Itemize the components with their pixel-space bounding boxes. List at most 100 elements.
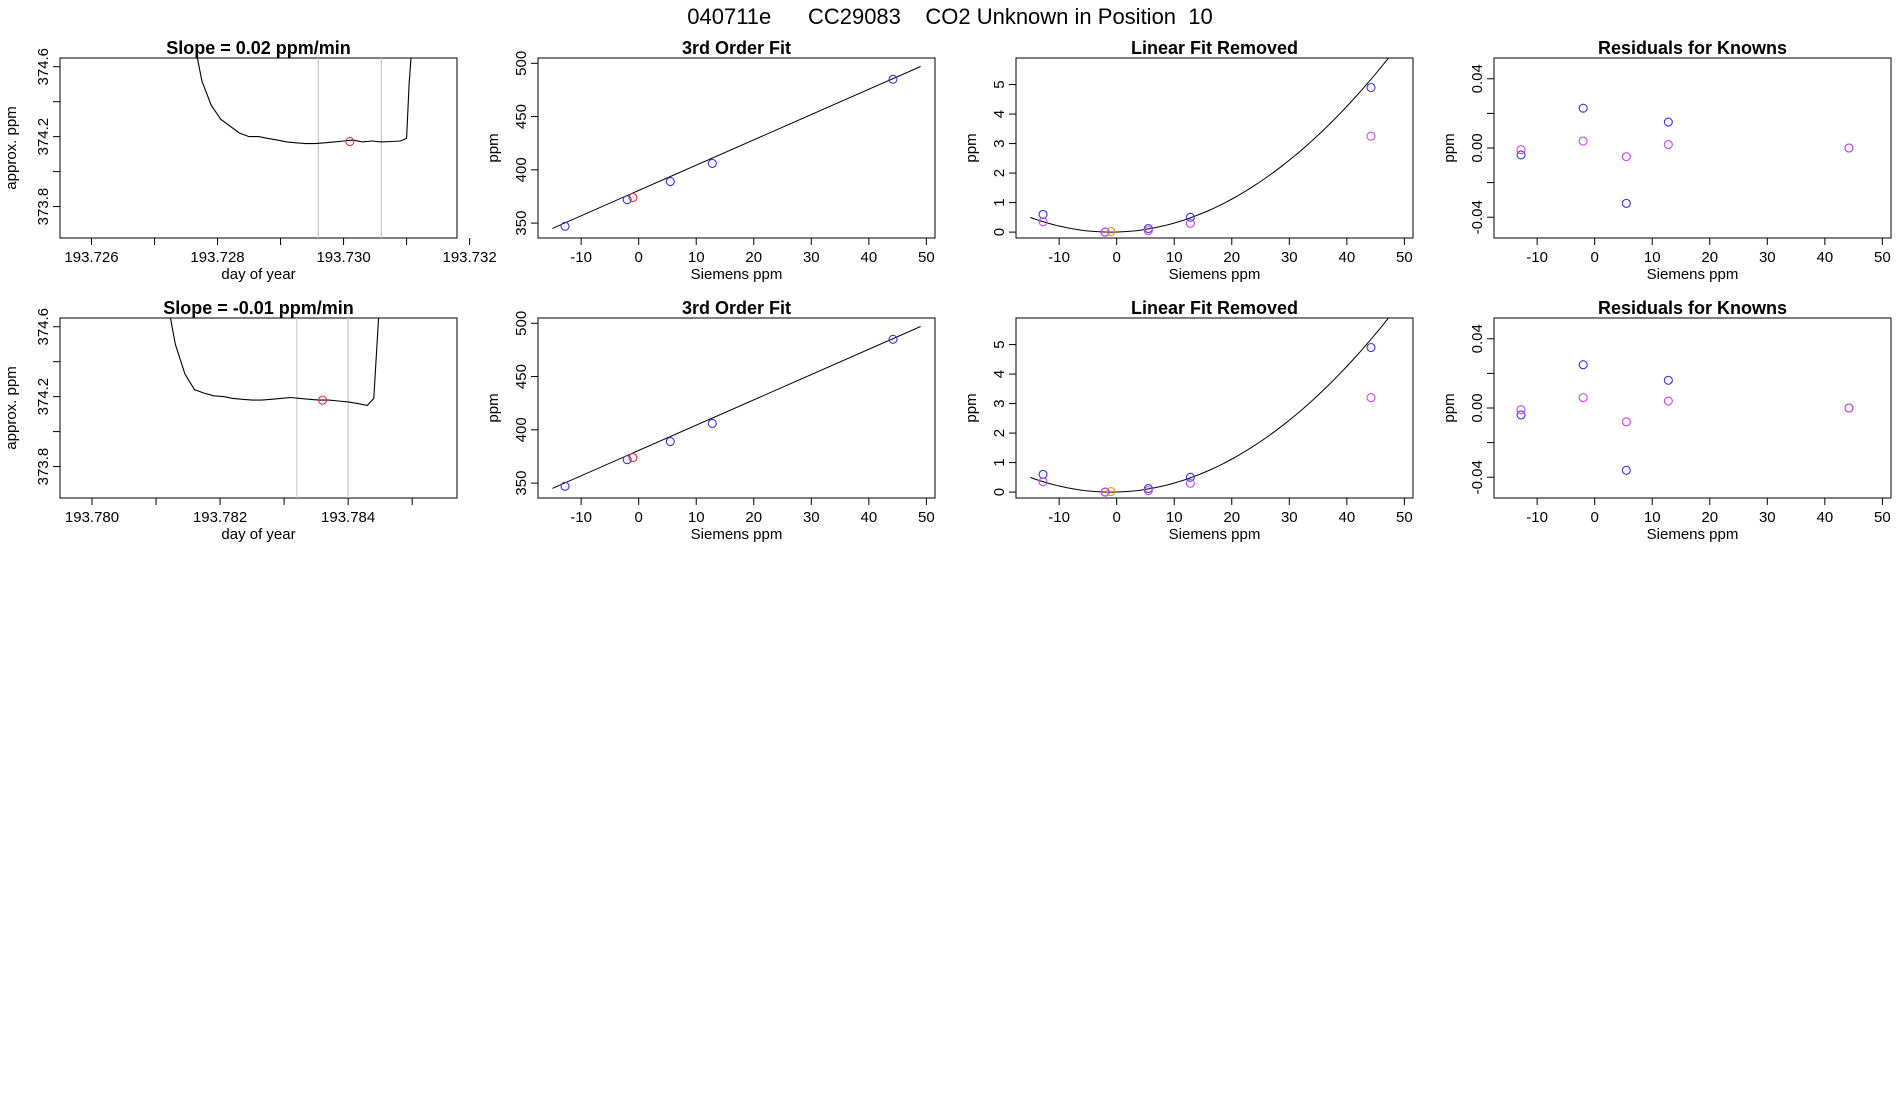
x-axis-label: Siemens ppm	[1169, 526, 1261, 543]
x-tick-label: 10	[1644, 249, 1661, 266]
x-tick-label: 0	[635, 249, 643, 266]
x-axis-label: day of year	[221, 526, 295, 543]
data-point-blue	[665, 437, 675, 447]
x-tick-label: 30	[1281, 249, 1298, 266]
data-point-blue	[622, 455, 632, 465]
plot-data	[1516, 103, 1854, 208]
x-tick-label: 40	[860, 249, 877, 266]
x-tick-label: 0	[635, 509, 643, 526]
data-point-blue	[1578, 360, 1588, 370]
data-point-blue	[1578, 103, 1588, 113]
fit-curve	[1030, 58, 1390, 233]
data-point-blue	[1516, 410, 1526, 420]
x-tick-label: 193.728	[190, 249, 244, 266]
x-tick-label: 20	[1223, 509, 1240, 526]
plot-frame	[1493, 57, 1892, 239]
concentration-trace	[169, 318, 380, 406]
y-tick-label: -0.04	[1469, 200, 1486, 234]
y-tick-label: 450	[513, 104, 530, 129]
chart-panel-1: Slope = 0.02 ppm/min 193.726 193.728 193.73…	[3, 38, 497, 283]
x-tick-label: 30	[1759, 249, 1776, 266]
x-tick-label: 40	[860, 509, 877, 526]
x-axis-label: Siemens ppm	[1647, 266, 1739, 283]
x-axis-label: Siemens ppm	[691, 526, 783, 543]
plot-data	[1516, 360, 1854, 475]
data-point-magenta	[1185, 478, 1195, 488]
y-tick-label: 5	[991, 80, 1008, 88]
data-point-blue	[1621, 465, 1631, 475]
data-point-magenta	[1844, 143, 1854, 153]
data-point-blue	[622, 195, 632, 205]
data-point-magenta	[1366, 393, 1376, 403]
chart-panel-4: Residuals for Knowns -10 0 10 20 30 40 50 -0.04 0…	[1441, 38, 1892, 283]
y-tick-label: 500	[513, 311, 530, 336]
x-tick-label: 40	[1338, 509, 1355, 526]
y-axis-label: ppm	[485, 133, 502, 162]
y-tick-label: 2	[991, 169, 1008, 177]
x-tick-label: 20	[1701, 249, 1718, 266]
y-tick-label: 350	[513, 211, 530, 236]
chart-title: Residuals for Knowns	[1598, 298, 1787, 318]
x-tick-label: 193.784	[321, 509, 375, 526]
data-point-red	[628, 192, 638, 203]
y-axis-label: ppm	[963, 133, 980, 162]
data-point-blue	[560, 481, 570, 491]
y-tick-label: 4	[991, 370, 1008, 378]
x-tick-label: 193.780	[65, 509, 119, 526]
y-axis-label: approx. ppm	[3, 106, 20, 189]
y-tick-label: 374.6	[35, 308, 52, 346]
concentration-trace	[196, 58, 412, 145]
data-point-magenta	[1663, 139, 1673, 150]
y-tick-label: 350	[513, 471, 530, 496]
x-tick-label: 0	[1591, 249, 1599, 266]
data-point-orange	[1106, 486, 1116, 497]
data-point-blue	[888, 74, 898, 84]
y-tick-label: 373.8	[35, 448, 52, 486]
y-tick-label: 3	[991, 399, 1008, 407]
plot-data	[1030, 318, 1390, 497]
y-tick-label: 0.00	[1469, 393, 1486, 422]
x-tick-label: 0	[1113, 249, 1121, 266]
chart-title: Slope = 0.02 ppm/min	[166, 38, 351, 58]
x-tick-label: 10	[1166, 509, 1183, 526]
y-tick-label: 400	[513, 417, 530, 442]
y-tick-label: 1	[991, 458, 1008, 466]
data-point-magenta	[1516, 145, 1526, 155]
x-tick-label: 50	[1874, 509, 1891, 526]
chart-panel-7: Linear Fit Removed -10 0 10 20 30 40 50 0 1 2 3 4 5 Si…	[963, 298, 1414, 543]
x-tick-label: 50	[918, 249, 935, 266]
plot-frame	[1015, 57, 1414, 239]
y-tick-label: 0.04	[1469, 64, 1486, 93]
fit-curve	[552, 326, 921, 489]
chart-panel-8: Residuals for Knowns -10 0 10 20 30 40 50 -0.04 0…	[1441, 298, 1892, 543]
chart-title: 3rd Order Fit	[682, 298, 791, 318]
sample-mean-point	[317, 395, 328, 405]
y-tick-label: 2	[991, 429, 1008, 437]
chart-title: Linear Fit Removed	[1131, 298, 1298, 318]
data-point-magenta	[1100, 227, 1110, 237]
x-tick-label: 193.732	[442, 249, 496, 266]
data-point-blue	[1516, 150, 1526, 160]
chart-panel-3: Linear Fit Removed -10 0 10 20 30 40 50 0 1 2 3 4 5 Si…	[963, 38, 1414, 283]
x-tick-label: 193.782	[193, 509, 247, 526]
x-tick-label: 0	[1113, 509, 1121, 526]
data-point-blue	[1663, 375, 1673, 385]
x-tick-label: 10	[1644, 509, 1661, 526]
data-point-blue	[1038, 469, 1048, 479]
plot-frame	[59, 57, 458, 239]
x-tick-label: 193.726	[64, 249, 118, 266]
data-point-blue	[1366, 342, 1376, 353]
x-tick-label: 50	[1396, 249, 1413, 266]
data-point-magenta	[1143, 486, 1153, 496]
y-tick-label: 3	[991, 139, 1008, 147]
data-point-magenta	[1100, 487, 1110, 497]
chart-panel-6: 3rd Order Fit -10 0 10 20 30 40 50 350 400 450 500 S…	[485, 298, 936, 543]
plot-frame	[1493, 317, 1892, 499]
x-tick-label: 10	[688, 509, 705, 526]
x-tick-label: 20	[1223, 249, 1240, 266]
plot-data	[1030, 58, 1390, 237]
y-tick-label: 450	[513, 364, 530, 389]
y-axis-label: ppm	[485, 393, 502, 422]
x-axis-label: Siemens ppm	[1169, 266, 1261, 283]
